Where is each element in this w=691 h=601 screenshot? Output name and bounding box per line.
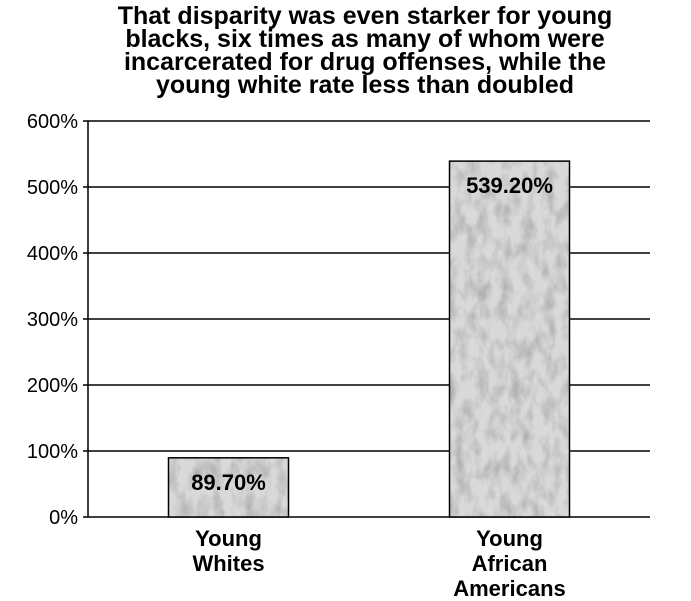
bar-outline-1 [448,160,571,518]
chart-title-line-2: blacks, six times as many of whom were [125,25,605,53]
y-axis: 0% 100% 200% 300% 400% 500% 600% [27,111,89,529]
y-tick-label-100: 100% [27,441,78,463]
bars [167,160,571,518]
chart-title-line-3: incarcerated for drug offenses, while th… [123,48,607,76]
chart-title: That disparity was even starker for youn… [40,2,690,99]
chart-title-line-4: young white rate less than doubled [155,71,575,99]
chart-title-line-1: That disparity was even starker for youn… [117,2,613,30]
y-tick-label-600: 600% [27,111,78,133]
data-label-0: 89.70% [191,470,266,495]
bar-texture-1 [449,161,570,518]
category-label-1-line-2: Americans [453,576,566,601]
category-label-0-line-0: Young [195,526,262,551]
y-tick-label-0: 0% [49,507,78,529]
y-tick-label-400: 400% [27,243,78,265]
category-label-0-line-1: Whites [192,551,264,576]
bar-outline-0 [167,457,290,518]
y-tick-label-500: 500% [27,177,78,199]
category-label-1-line-0: Young [476,526,543,551]
category-label-1-line-1: African [472,551,548,576]
y-tick-label-200: 200% [27,375,78,397]
y-tick-label-300: 300% [27,309,78,331]
data-label-1: 539.20% [466,173,553,198]
category-label-1: Young African Americans [453,526,566,601]
category-label-0: Young Whites [192,526,264,576]
bar-texture-0 [168,457,289,517]
